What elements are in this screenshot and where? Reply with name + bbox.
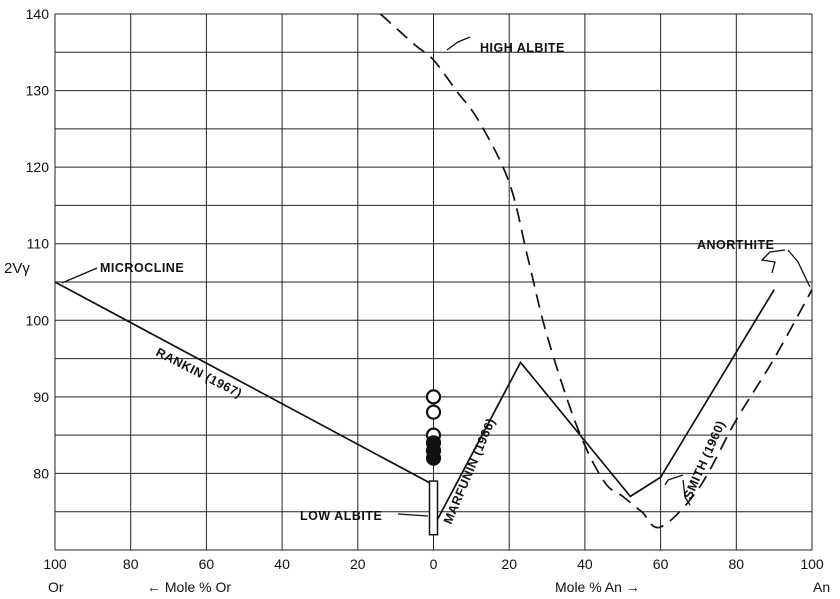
- annotation-rankin: RANKIN (1967): [154, 345, 245, 400]
- smith-leader-2: [682, 479, 691, 506]
- series-line-2: [379, 13, 813, 529]
- x-tick-label: 100: [800, 556, 824, 572]
- y-tick-label: 120: [26, 159, 50, 175]
- x-tick-label: 20: [350, 556, 366, 572]
- y-axis-label: 2Vγ: [4, 260, 30, 277]
- microcline-leader: [61, 267, 98, 284]
- data-markers: [425, 389, 442, 536]
- x-tick-label: 40: [577, 556, 593, 572]
- x-tick-label: 60: [653, 556, 669, 572]
- open-circle-marker: [425, 389, 442, 405]
- x-tick-label: 80: [123, 556, 139, 572]
- bottom-label-mole-an: Mole % An →: [555, 579, 640, 595]
- bottom-label-mole-or: ← Mole % Or: [147, 579, 231, 595]
- annotation-leaders: [61, 36, 811, 517]
- y-tick-labels: 80 90 100 110 120 130 140: [26, 6, 50, 481]
- y-tick-label: 100: [26, 312, 50, 328]
- y-tick-label: 130: [26, 83, 50, 99]
- annotation-high-albite: HIGH ALBITE: [480, 41, 565, 55]
- x-tick-label: 100: [43, 556, 67, 572]
- bottom-label-an: An: [813, 579, 830, 595]
- y-tick-label: 140: [26, 6, 50, 22]
- anorthite-leader-2: [787, 249, 811, 288]
- y-tick-label: 110: [27, 236, 50, 252]
- series-line-0: [54, 281, 434, 486]
- open-circle-marker: [425, 404, 442, 420]
- anorthite-leader-1: [760, 249, 786, 274]
- bottom-label-or: Or: [48, 579, 64, 595]
- x-tick-label: 20: [501, 556, 517, 572]
- series-lines: [54, 13, 813, 529]
- x-tick-label: 40: [274, 556, 290, 572]
- series-line-1: [432, 289, 775, 528]
- annotation-marfunin: MARFUNIN (1966): [441, 416, 498, 526]
- annotation-low-albite: LOW ALBITE: [300, 509, 382, 523]
- smith-leader-1: [664, 474, 684, 486]
- low-albite-box: [428, 480, 439, 536]
- x-tick-label: 60: [199, 556, 215, 572]
- low-albite-leader: [397, 513, 429, 517]
- x-tick-label: 0: [430, 556, 438, 572]
- annotation-microcline: MICROCLINE: [100, 261, 184, 275]
- y-tick-label: 80: [33, 465, 49, 481]
- y-tick-label: 90: [33, 389, 49, 405]
- filled-circle-marker: [425, 450, 442, 466]
- annotation-anorthite: ANORTHITE: [697, 238, 774, 252]
- x-tick-label: 80: [729, 556, 745, 572]
- x-tick-labels: 100 80 60 40 20 0 20 40 60 80 100: [43, 556, 824, 572]
- high-albite-leader: [446, 36, 471, 51]
